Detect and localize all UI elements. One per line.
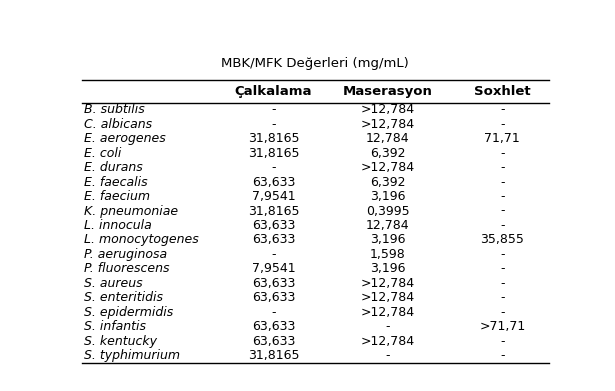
Text: 31,8165: 31,8165 xyxy=(248,147,300,160)
Text: 63,633: 63,633 xyxy=(252,219,295,232)
Text: S. infantis: S. infantis xyxy=(84,320,146,333)
Text: >12,784: >12,784 xyxy=(361,306,415,319)
Text: K. pneumoniae: K. pneumoniae xyxy=(84,204,178,217)
Text: Soxhlet: Soxhlet xyxy=(474,85,531,98)
Text: 12,784: 12,784 xyxy=(366,219,410,232)
Text: -: - xyxy=(500,147,504,160)
Text: -: - xyxy=(271,118,276,131)
Text: -: - xyxy=(500,262,504,275)
Text: 63,633: 63,633 xyxy=(252,291,295,304)
Text: >12,784: >12,784 xyxy=(361,103,415,117)
Text: 12,784: 12,784 xyxy=(366,132,410,145)
Text: -: - xyxy=(386,320,390,333)
Text: -: - xyxy=(500,248,504,261)
Text: Çalkalama: Çalkalama xyxy=(235,85,312,98)
Text: L. innocula: L. innocula xyxy=(84,219,152,232)
Text: 31,8165: 31,8165 xyxy=(248,204,300,217)
Text: 63,633: 63,633 xyxy=(252,320,295,333)
Text: 71,71: 71,71 xyxy=(485,132,520,145)
Text: 3,196: 3,196 xyxy=(370,262,406,275)
Text: 7,9541: 7,9541 xyxy=(252,262,295,275)
Text: >12,784: >12,784 xyxy=(361,291,415,304)
Text: -: - xyxy=(500,335,504,348)
Text: MBK/MFK Değerleri (mg/mL): MBK/MFK Değerleri (mg/mL) xyxy=(221,57,409,70)
Text: >12,784: >12,784 xyxy=(361,161,415,174)
Text: -: - xyxy=(500,103,504,117)
Text: 63,633: 63,633 xyxy=(252,335,295,348)
Text: E. faecalis: E. faecalis xyxy=(84,176,148,188)
Text: -: - xyxy=(271,103,276,117)
Text: -: - xyxy=(271,306,276,319)
Text: -: - xyxy=(500,161,504,174)
Text: B. subtilis: B. subtilis xyxy=(84,103,145,117)
Text: C. albicans: C. albicans xyxy=(84,118,152,131)
Text: -: - xyxy=(500,176,504,188)
Text: P. aeruginosa: P. aeruginosa xyxy=(84,248,167,261)
Text: 63,633: 63,633 xyxy=(252,176,295,188)
Text: 31,8165: 31,8165 xyxy=(248,349,300,362)
Text: S. epidermidis: S. epidermidis xyxy=(84,306,173,319)
Text: -: - xyxy=(500,277,504,290)
Text: 35,855: 35,855 xyxy=(480,233,524,246)
Text: 6,392: 6,392 xyxy=(370,176,406,188)
Text: S. typhimurium: S. typhimurium xyxy=(84,349,180,362)
Text: P. fluorescens: P. fluorescens xyxy=(84,262,170,275)
Text: -: - xyxy=(271,248,276,261)
Text: Maserasyon: Maserasyon xyxy=(343,85,433,98)
Text: 31,8165: 31,8165 xyxy=(248,132,300,145)
Text: >71,71: >71,71 xyxy=(479,320,525,333)
Text: -: - xyxy=(271,161,276,174)
Text: E. aerogenes: E. aerogenes xyxy=(84,132,166,145)
Text: 63,633: 63,633 xyxy=(252,277,295,290)
Text: 63,633: 63,633 xyxy=(252,233,295,246)
Text: >12,784: >12,784 xyxy=(361,118,415,131)
Text: >12,784: >12,784 xyxy=(361,335,415,348)
Text: 7,9541: 7,9541 xyxy=(252,190,295,203)
Text: >12,784: >12,784 xyxy=(361,277,415,290)
Text: -: - xyxy=(500,204,504,217)
Text: 3,196: 3,196 xyxy=(370,190,406,203)
Text: -: - xyxy=(500,291,504,304)
Text: -: - xyxy=(500,306,504,319)
Text: 0,3995: 0,3995 xyxy=(366,204,410,217)
Text: 3,196: 3,196 xyxy=(370,233,406,246)
Text: 6,392: 6,392 xyxy=(370,147,406,160)
Text: -: - xyxy=(500,118,504,131)
Text: -: - xyxy=(500,219,504,232)
Text: S. enteritidis: S. enteritidis xyxy=(84,291,163,304)
Text: E. coli: E. coli xyxy=(84,147,121,160)
Text: S. kentucky: S. kentucky xyxy=(84,335,157,348)
Text: 1,598: 1,598 xyxy=(370,248,406,261)
Text: S. aureus: S. aureus xyxy=(84,277,143,290)
Text: -: - xyxy=(386,349,390,362)
Text: L. monocytogenes: L. monocytogenes xyxy=(84,233,199,246)
Text: E. durans: E. durans xyxy=(84,161,143,174)
Text: E. faecium: E. faecium xyxy=(84,190,150,203)
Text: -: - xyxy=(500,190,504,203)
Text: -: - xyxy=(500,349,504,362)
